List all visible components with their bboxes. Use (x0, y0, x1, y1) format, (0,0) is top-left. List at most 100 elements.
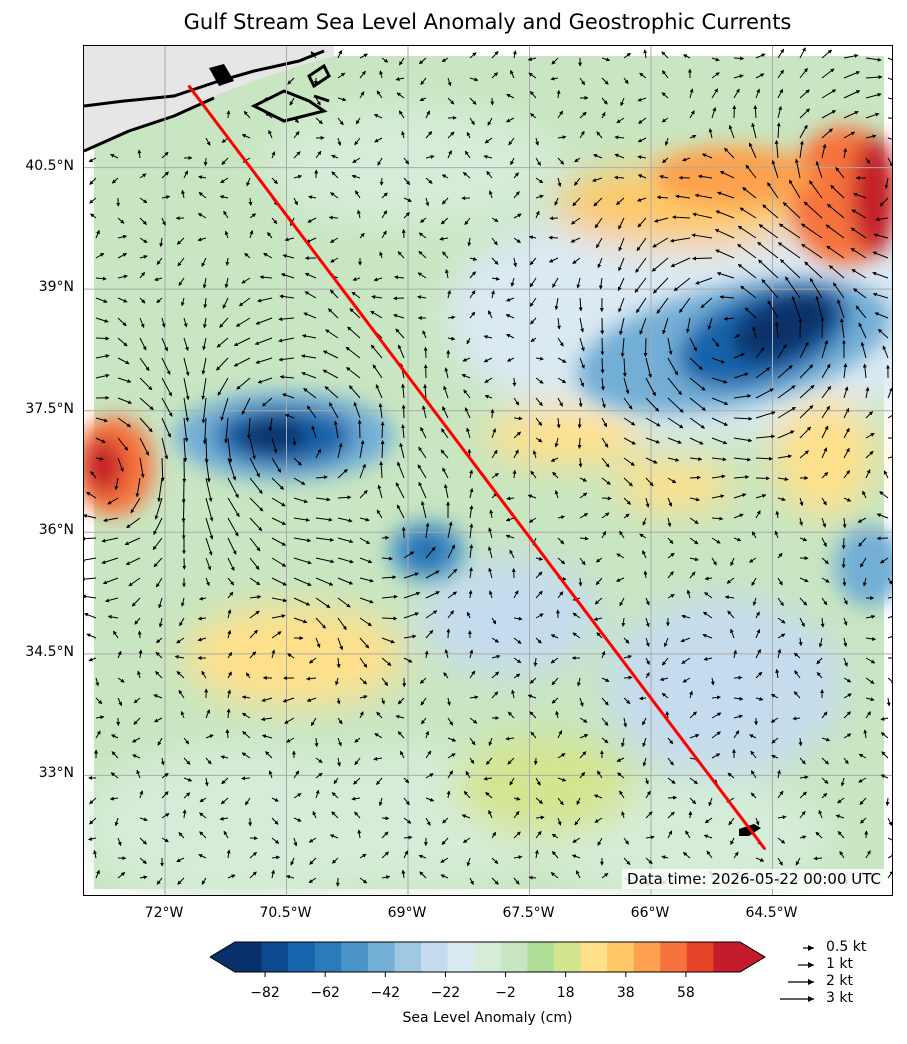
current-vector (381, 575, 397, 580)
current-vector (529, 257, 537, 266)
current-vector (183, 417, 189, 443)
current-vector (351, 291, 361, 299)
current-vector (579, 377, 585, 388)
sla-map[interactable] (84, 46, 893, 896)
current-vector (601, 512, 610, 519)
current-vector (95, 456, 104, 461)
current-vector (623, 52, 631, 59)
current-vector (225, 257, 230, 266)
current-vector (615, 577, 625, 582)
current-vector (153, 517, 163, 536)
current-vector (745, 164, 757, 179)
current-vector (600, 337, 605, 356)
current-vector (417, 272, 427, 279)
current-vector (443, 483, 449, 499)
current-vector (821, 447, 828, 459)
current-vector (160, 457, 165, 482)
current-vector (441, 174, 449, 179)
lon-label: 67.5°W (502, 905, 555, 921)
current-vector (491, 72, 499, 79)
current-vector (592, 177, 603, 182)
current-vector (557, 110, 564, 119)
current-vector (244, 252, 251, 259)
current-vector (241, 776, 251, 781)
current-vector (311, 425, 317, 439)
current-vector (733, 88, 740, 99)
current-vector (556, 417, 561, 429)
current-vector (103, 517, 119, 523)
current-vector (815, 295, 823, 319)
current-vector (359, 439, 365, 459)
current-vector (488, 310, 493, 319)
current-vector (330, 192, 339, 199)
colorbar-tick-label: −22 (430, 985, 461, 1001)
current-vector (557, 177, 562, 188)
current-vector (513, 397, 520, 406)
current-vector (491, 428, 497, 439)
current-vector (799, 341, 809, 359)
current-vector (528, 517, 537, 523)
current-vector (513, 416, 523, 421)
current-vector (441, 57, 449, 62)
current-vector (263, 252, 273, 259)
current-vector (293, 197, 298, 206)
current-vector (876, 536, 889, 541)
current-vector (217, 377, 229, 396)
current-vector (513, 257, 518, 268)
current-vector (697, 174, 713, 179)
map-panel[interactable]: Data time: 2026-05-22 00:00 UTC (83, 45, 893, 896)
current-vector (110, 153, 119, 159)
current-vector (733, 74, 744, 79)
current-vector (233, 337, 251, 347)
map-title: Gulf Stream Sea Level Anomaly and Geostr… (183, 10, 792, 34)
current-vector (883, 470, 889, 479)
current-vector (887, 387, 892, 399)
current-vector (755, 456, 774, 461)
current-vector (304, 291, 317, 299)
current-vector (865, 450, 874, 459)
current-vector (376, 90, 383, 99)
current-vector (205, 557, 212, 571)
current-vector (800, 223, 823, 239)
current-vector (723, 147, 735, 159)
current-vector (114, 477, 119, 491)
current-vector (488, 527, 493, 539)
current-vector (843, 111, 859, 119)
current-vector (506, 496, 515, 501)
current-vector (205, 457, 211, 483)
current-vector (289, 97, 295, 106)
current-vector (733, 56, 745, 61)
current-vector (469, 256, 478, 261)
current-vector (639, 533, 647, 539)
colorbar-segment (686, 942, 714, 972)
current-vector (469, 290, 476, 299)
current-vector (223, 210, 229, 219)
current-vector (221, 157, 229, 165)
current-vector (293, 517, 310, 522)
current-vector (203, 157, 208, 167)
current-vector (826, 203, 845, 219)
current-vector (257, 377, 273, 384)
current-vector (637, 137, 647, 143)
current-vector (224, 417, 229, 444)
current-vector (249, 230, 254, 239)
current-vector (117, 297, 128, 303)
current-vector (662, 317, 669, 335)
current-vector (595, 557, 603, 563)
current-vector (267, 232, 273, 239)
current-vector (181, 189, 185, 199)
current-vector (95, 317, 109, 323)
current-vector (180, 297, 185, 307)
current-vector (577, 437, 582, 449)
current-vector (255, 317, 273, 325)
current-vector (529, 297, 537, 307)
current-vector (399, 57, 405, 66)
current-vector (359, 537, 371, 545)
current-vector (513, 431, 522, 439)
current-vector (667, 397, 684, 413)
current-vector (600, 357, 605, 374)
current-vector (284, 413, 295, 419)
current-vector (821, 471, 829, 479)
current-vector (809, 180, 823, 199)
current-vector (799, 405, 814, 419)
